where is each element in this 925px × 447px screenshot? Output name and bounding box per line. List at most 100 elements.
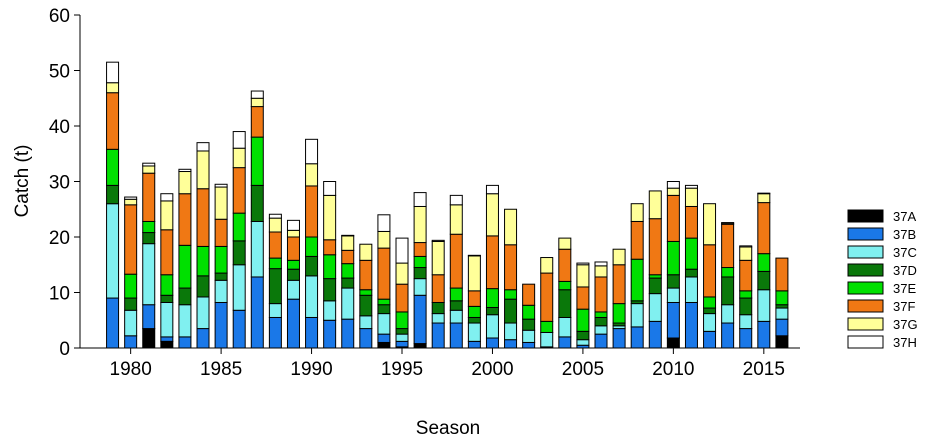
bar-segment (703, 330, 717, 349)
bar-segment (576, 286, 590, 310)
bar-segment (576, 308, 590, 332)
bar-segment (377, 333, 391, 343)
bar-segment (214, 183, 228, 188)
bar-segment (449, 194, 463, 206)
bar-segment (467, 290, 481, 307)
bar-segment (160, 200, 174, 231)
legend-label: 37C (893, 245, 917, 260)
bar-segment (395, 311, 409, 330)
bar-segment (504, 339, 518, 349)
bar-segment (232, 240, 246, 266)
legend-swatch (847, 317, 884, 331)
bar-segment (341, 234, 355, 237)
bar-segment (504, 208, 518, 246)
legend-label: 37D (893, 263, 917, 278)
bar-segment (160, 336, 174, 342)
bar-segment (576, 339, 590, 346)
bar-segment (504, 298, 518, 324)
bar-segment (467, 305, 481, 318)
bar-segment (558, 289, 572, 318)
bar-segment (594, 261, 608, 267)
bar-segment (268, 231, 282, 259)
bar-segment (666, 301, 680, 339)
bar-segment (142, 162, 156, 167)
legend-swatch (847, 299, 884, 313)
bar-segment (106, 82, 120, 94)
bar-segment (395, 283, 409, 313)
bar-segment (286, 268, 300, 281)
bar-segment (214, 301, 228, 349)
bar-segment (684, 187, 698, 207)
bar-segment (286, 259, 300, 270)
bar-segment (540, 320, 554, 333)
bar-segment (160, 294, 174, 303)
bar-segment (630, 326, 644, 349)
bar-segment (214, 186, 228, 220)
bar-segment (485, 337, 499, 349)
x-tick-label: 1990 (290, 359, 332, 380)
bar-segment (250, 136, 264, 186)
y-tick-label: 20 (49, 228, 70, 249)
bar-segment (268, 316, 282, 349)
y-tick-label: 50 (49, 62, 70, 83)
legend-swatch (847, 227, 884, 241)
bar-segment (467, 255, 481, 292)
bar-segment (739, 259, 753, 292)
bar-segment (250, 97, 264, 108)
bar-segment (721, 223, 735, 269)
bar-segment (594, 316, 608, 327)
bar-segment (268, 268, 282, 305)
bar-segment (305, 163, 319, 187)
bar-segment (684, 237, 698, 270)
bar-segment (178, 287, 192, 306)
bar-segment (775, 335, 789, 349)
y-tick-label: 60 (49, 6, 70, 27)
bar-segment (775, 318, 789, 337)
bar-segment (721, 222, 735, 224)
bar-segment (449, 309, 463, 324)
bar-segment (178, 171, 192, 195)
bar-segment (757, 253, 771, 272)
bar-segment (467, 316, 481, 324)
bar-segment (757, 320, 771, 349)
bar-segment (467, 322, 481, 342)
y-tick-label: 30 (49, 173, 70, 194)
y-axis-label: Catch (t) (12, 145, 33, 218)
bar-segment (160, 229, 174, 276)
bar-segment (504, 322, 518, 341)
bar-segment (739, 246, 753, 261)
bar-segment (612, 328, 626, 349)
bar-segment (648, 277, 662, 295)
y-tick-label: 0 (59, 339, 70, 360)
bar-segment (467, 254, 481, 257)
bar-segment (286, 279, 300, 300)
bar-segment (305, 316, 319, 349)
bar-segment (286, 236, 300, 261)
bar-segment (431, 301, 445, 315)
bar-segment (106, 203, 120, 299)
bar-segment (124, 309, 138, 337)
bar-segment (196, 296, 210, 330)
legend-label: 37H (893, 335, 917, 350)
bar-segment (395, 237, 409, 264)
bar-segment (739, 314, 753, 330)
bar-segment (467, 340, 481, 349)
bar-segment (250, 220, 264, 278)
bar-segment (666, 194, 680, 242)
bar-segment (775, 257, 789, 292)
bar-segment (413, 294, 427, 345)
bar-segment (142, 304, 156, 330)
bar-segment (594, 325, 608, 335)
bar-segment (504, 289, 518, 300)
y-tick-label: 40 (49, 117, 70, 138)
bar-segment (341, 249, 355, 265)
bar-segment (558, 237, 572, 250)
bar-segment (413, 242, 427, 257)
bar-segment (124, 196, 138, 200)
bar-segment (558, 316, 572, 338)
y-tick-label: 10 (49, 284, 70, 305)
bar-segment (232, 131, 246, 149)
bar-segment (268, 217, 282, 233)
bar-segment (666, 181, 680, 189)
legend-label: 37F (893, 299, 915, 314)
